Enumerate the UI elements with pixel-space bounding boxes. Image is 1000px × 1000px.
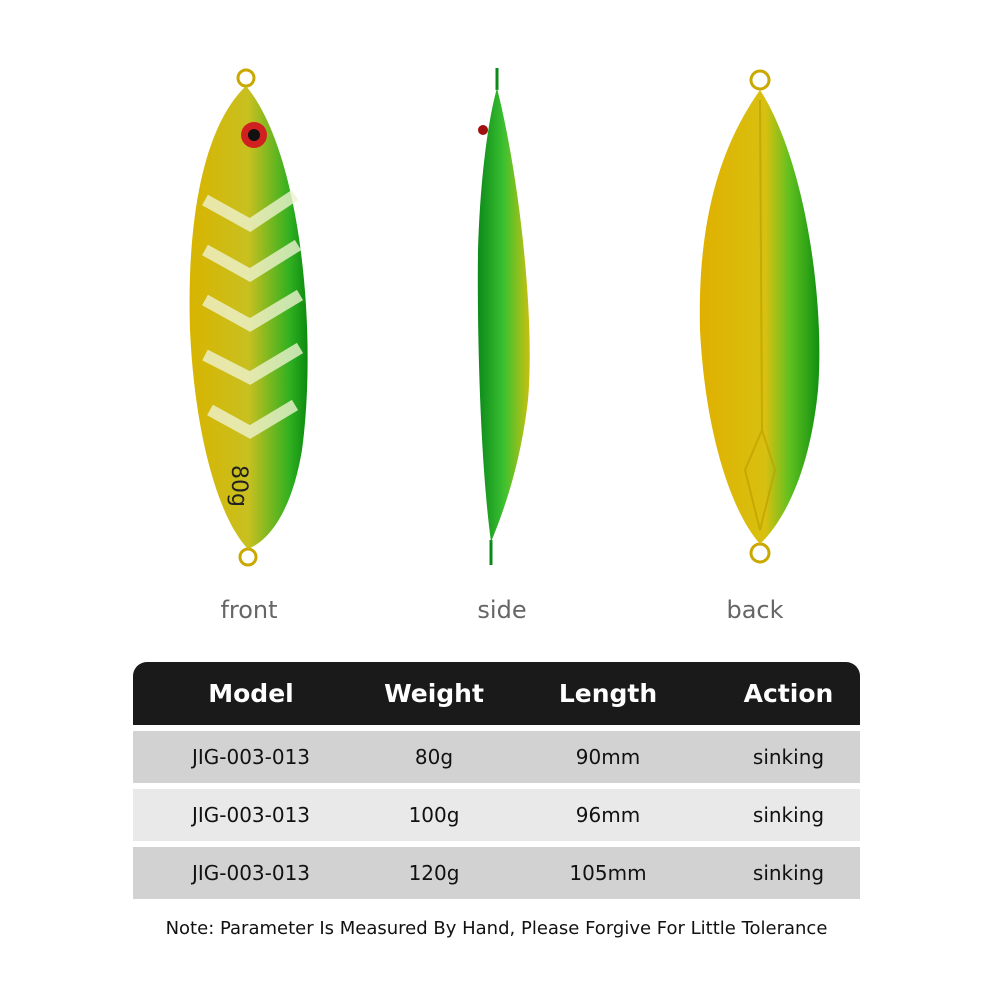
side-lure bbox=[477, 68, 530, 565]
table-cell: 120g bbox=[408, 861, 460, 885]
product-images: 80g bbox=[189, 68, 820, 567]
table-cell: 90mm bbox=[575, 745, 641, 769]
view-label: front bbox=[220, 596, 278, 624]
front-lure: 80g bbox=[189, 68, 308, 567]
table-cell: JIG-003-013 bbox=[191, 745, 311, 769]
table-cell: 80g bbox=[414, 745, 454, 769]
table-row: JIG-003-013 80g 90mm sinking bbox=[133, 731, 860, 783]
table-cell: JIG-003-013 bbox=[191, 861, 311, 885]
table-cell: sinking bbox=[752, 803, 825, 827]
back-lure bbox=[699, 69, 820, 564]
table-header: Model Weight Length Action bbox=[133, 662, 860, 725]
note: Note: Parameter Is Measured By Hand, Ple… bbox=[165, 918, 828, 939]
table-cell: 105mm bbox=[569, 861, 647, 885]
view-label: side bbox=[477, 596, 527, 624]
table-row: JIG-003-013 100g 96mm sinking bbox=[133, 789, 860, 841]
header-cell: Model bbox=[208, 679, 294, 708]
header-cell: Weight bbox=[384, 679, 484, 708]
table-row: JIG-003-013 120g 105mm sinking bbox=[133, 847, 860, 899]
header-cell: Action bbox=[743, 679, 834, 708]
spec-table: Model Weight Length Action JIG-003-013 80g 90… bbox=[133, 662, 860, 899]
table-cell: 100g bbox=[408, 803, 460, 827]
weight-marking: 80g bbox=[226, 465, 251, 507]
header-cell: Length bbox=[558, 679, 658, 708]
table-cell: 96mm bbox=[575, 803, 641, 827]
view-label: back bbox=[726, 596, 784, 624]
table-cell: JIG-003-013 bbox=[191, 803, 311, 827]
table-cell: sinking bbox=[752, 745, 825, 769]
table-cell: sinking bbox=[752, 861, 825, 885]
